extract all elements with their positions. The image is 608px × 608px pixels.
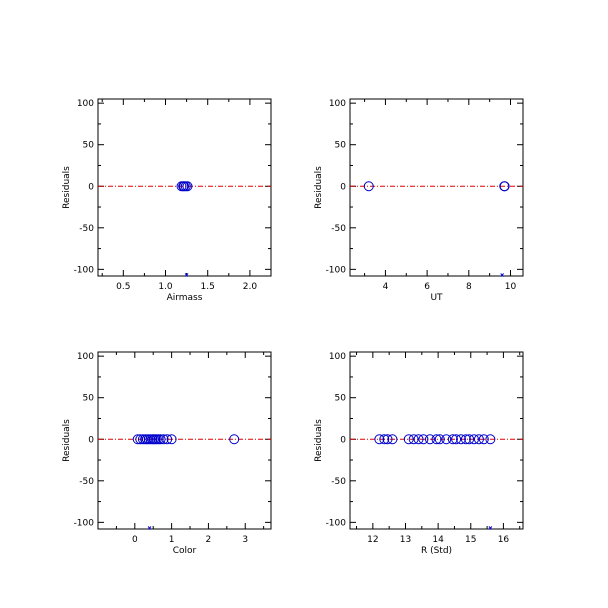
outlier-marker	[500, 273, 505, 277]
y-axis-label: Residuals	[62, 166, 72, 209]
x-tick-label: 8	[466, 282, 472, 292]
data-point	[374, 434, 385, 445]
x-axis-label: Airmass	[167, 293, 203, 303]
x-tick-label: 12	[367, 535, 378, 545]
data-point	[455, 434, 466, 445]
data-point	[434, 434, 445, 445]
y-tick-label: -50	[79, 224, 94, 234]
data-point	[182, 181, 193, 192]
x-axis-label: UT	[430, 293, 443, 303]
y-tick-label: -100	[74, 265, 95, 275]
plot-frame	[349, 351, 524, 530]
plot-frame	[97, 98, 272, 277]
panel-1: 0.5 1.0 1.5 2.0 -100 -50 0 50 100 Airmass Residual…	[62, 98, 272, 303]
x-tick-label: 15	[465, 535, 476, 545]
data-point	[162, 434, 173, 445]
plot-frame	[349, 98, 524, 277]
y-tick-label: -100	[326, 265, 347, 275]
outlier-marker	[147, 526, 152, 530]
outlier-stroke	[147, 526, 152, 530]
panel-3: 0 1 2 3 -100 -50 0 50 100 Color Residuals	[62, 351, 272, 556]
x-tick-label: 1	[169, 535, 175, 545]
x-tick-label: 1.0	[158, 282, 173, 292]
x-tick-label: 3	[242, 535, 248, 545]
y-tick-label: 0	[340, 435, 346, 445]
x-tick-label: 10	[505, 282, 517, 292]
data-point	[166, 434, 177, 445]
y-tick-label: 100	[329, 99, 346, 109]
y-axis-label: Residuals	[314, 166, 324, 209]
data-point	[229, 434, 240, 445]
y-tick-label: 100	[329, 352, 346, 362]
y-tick-label: 50	[83, 394, 95, 404]
y-tick-label: 0	[340, 182, 346, 192]
y-tick-label: 0	[88, 435, 94, 445]
x-tick-label: 13	[400, 535, 411, 545]
x-tick-label: 14	[432, 535, 444, 545]
data-point	[447, 434, 458, 445]
y-tick-label: -100	[74, 518, 95, 528]
outlier-marker	[488, 526, 493, 530]
data-point	[451, 434, 462, 445]
x-tick-label: 1.5	[201, 282, 215, 292]
y-tick-label: 50	[335, 394, 347, 404]
x-axis-label: Color	[173, 546, 197, 556]
y-axis-label: Residuals	[62, 419, 72, 462]
data-point	[473, 434, 484, 445]
y-tick-label: 100	[77, 99, 94, 109]
data-point	[499, 181, 510, 192]
y-tick-label: -50	[79, 477, 94, 487]
plot-frame	[97, 351, 272, 530]
data-point	[155, 434, 166, 445]
outlier-stroke	[488, 526, 493, 530]
data-point	[431, 434, 442, 445]
data-point	[382, 434, 393, 445]
data-point	[424, 434, 435, 445]
outlier-marker	[184, 273, 189, 277]
data-point	[363, 181, 374, 192]
data-point	[469, 434, 480, 445]
y-axis-label: Residuals	[314, 419, 324, 462]
x-tick-label: 2	[206, 535, 212, 545]
x-tick-label: 4	[383, 282, 389, 292]
data-point	[485, 434, 496, 445]
panel-4: 12 13 14 15 16 -100 -50 0 50 100 R (Std) Residuals	[314, 351, 524, 556]
y-tick-label: 0	[88, 182, 94, 192]
x-tick-label: 16	[498, 535, 510, 545]
data-point	[137, 434, 148, 445]
x-axis-label: R (Std)	[421, 546, 452, 556]
outlier-stroke	[184, 273, 189, 277]
data-point	[135, 434, 146, 445]
data-point	[418, 434, 429, 445]
x-tick-label: 2.0	[243, 282, 258, 292]
outlier-stroke	[500, 273, 505, 277]
y-tick-label: 50	[83, 141, 95, 151]
y-tick-label: -50	[331, 224, 346, 234]
y-tick-label: 100	[77, 352, 94, 362]
y-tick-label: -100	[326, 518, 347, 528]
data-point	[408, 434, 419, 445]
x-tick-label: 0.5	[116, 282, 130, 292]
data-point	[460, 434, 471, 445]
data-point	[403, 434, 414, 445]
x-tick-label: 0	[132, 535, 138, 545]
data-point	[441, 434, 452, 445]
y-tick-label: -50	[331, 477, 346, 487]
panel-2: 4 6 8 10 -100 -50 0 50 100 UT Residuals	[314, 98, 524, 303]
data-point	[464, 434, 475, 445]
data-point	[387, 434, 398, 445]
data-point	[158, 434, 169, 445]
x-tick-label: 6	[424, 282, 430, 292]
data-point	[379, 434, 390, 445]
data-point	[413, 434, 424, 445]
y-tick-label: 50	[335, 141, 347, 151]
data-point	[478, 434, 489, 445]
